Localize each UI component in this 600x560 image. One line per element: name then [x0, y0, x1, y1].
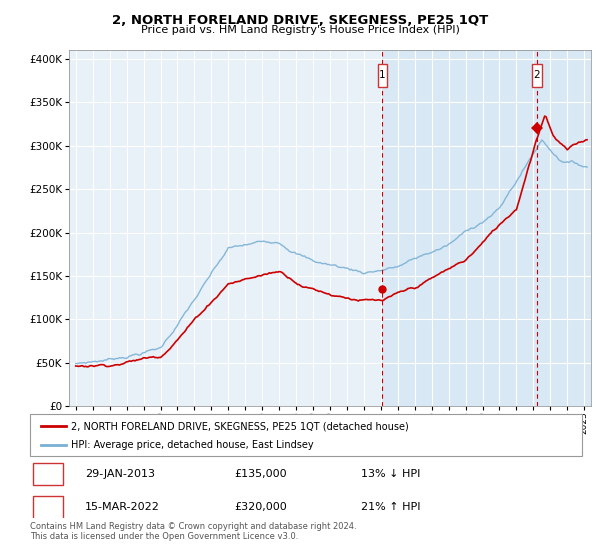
Text: 2: 2: [533, 71, 540, 80]
Text: HPI: Average price, detached house, East Lindsey: HPI: Average price, detached house, East…: [71, 440, 314, 450]
FancyBboxPatch shape: [532, 64, 542, 87]
Text: 15-MAR-2022: 15-MAR-2022: [85, 502, 160, 512]
Text: Contains HM Land Registry data © Crown copyright and database right 2024.
This d: Contains HM Land Registry data © Crown c…: [30, 522, 356, 542]
Text: 2, NORTH FORELAND DRIVE, SKEGNESS, PE25 1QT: 2, NORTH FORELAND DRIVE, SKEGNESS, PE25 …: [112, 14, 488, 27]
Bar: [382, 50, 600, 406]
Text: 2: 2: [44, 502, 52, 512]
Text: 2, NORTH FORELAND DRIVE, SKEGNESS, PE25 1QT (detached house): 2, NORTH FORELAND DRIVE, SKEGNESS, PE25 …: [71, 421, 409, 431]
Text: Price paid vs. HM Land Registry's House Price Index (HPI): Price paid vs. HM Land Registry's House …: [140, 25, 460, 35]
Text: 1: 1: [44, 469, 52, 479]
Text: £320,000: £320,000: [234, 502, 287, 512]
Text: 21% ↑ HPI: 21% ↑ HPI: [361, 502, 421, 512]
FancyBboxPatch shape: [33, 463, 63, 485]
Text: £135,000: £135,000: [234, 469, 287, 479]
FancyBboxPatch shape: [377, 64, 387, 87]
Text: 29-JAN-2013: 29-JAN-2013: [85, 469, 155, 479]
FancyBboxPatch shape: [33, 496, 63, 519]
Text: 1: 1: [379, 71, 386, 80]
Text: 13% ↓ HPI: 13% ↓ HPI: [361, 469, 421, 479]
